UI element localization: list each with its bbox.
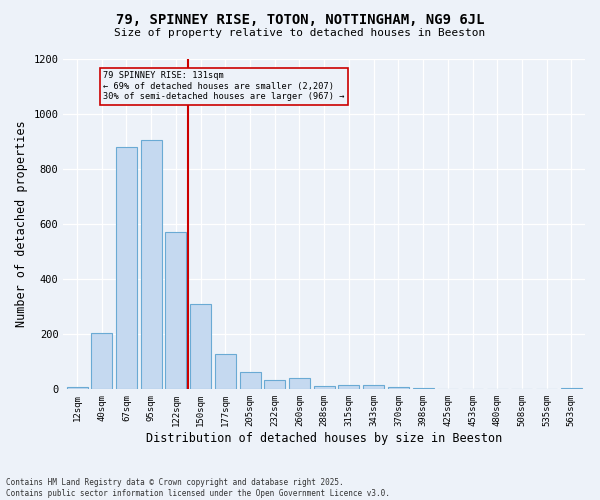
Bar — [166, 232, 187, 390]
Bar — [140, 140, 161, 390]
Bar — [314, 386, 335, 390]
Bar — [190, 304, 211, 390]
Bar — [239, 372, 260, 390]
Bar — [388, 388, 409, 390]
Bar — [67, 386, 88, 390]
Bar — [289, 378, 310, 390]
Text: 79 SPINNEY RISE: 131sqm
← 69% of detached houses are smaller (2,207)
30% of semi: 79 SPINNEY RISE: 131sqm ← 69% of detache… — [103, 72, 344, 101]
Bar — [91, 333, 112, 390]
Bar — [437, 389, 458, 390]
Bar — [215, 354, 236, 390]
Bar — [116, 147, 137, 390]
Bar — [561, 388, 582, 390]
X-axis label: Distribution of detached houses by size in Beeston: Distribution of detached houses by size … — [146, 432, 502, 445]
Bar — [338, 384, 359, 390]
Text: Size of property relative to detached houses in Beeston: Size of property relative to detached ho… — [115, 28, 485, 38]
Y-axis label: Number of detached properties: Number of detached properties — [15, 121, 28, 328]
Bar — [462, 389, 483, 390]
Bar — [413, 388, 434, 390]
Bar — [363, 385, 384, 390]
Bar — [264, 380, 285, 390]
Text: Contains HM Land Registry data © Crown copyright and database right 2025.
Contai: Contains HM Land Registry data © Crown c… — [6, 478, 390, 498]
Text: 79, SPINNEY RISE, TOTON, NOTTINGHAM, NG9 6JL: 79, SPINNEY RISE, TOTON, NOTTINGHAM, NG9… — [116, 12, 484, 26]
